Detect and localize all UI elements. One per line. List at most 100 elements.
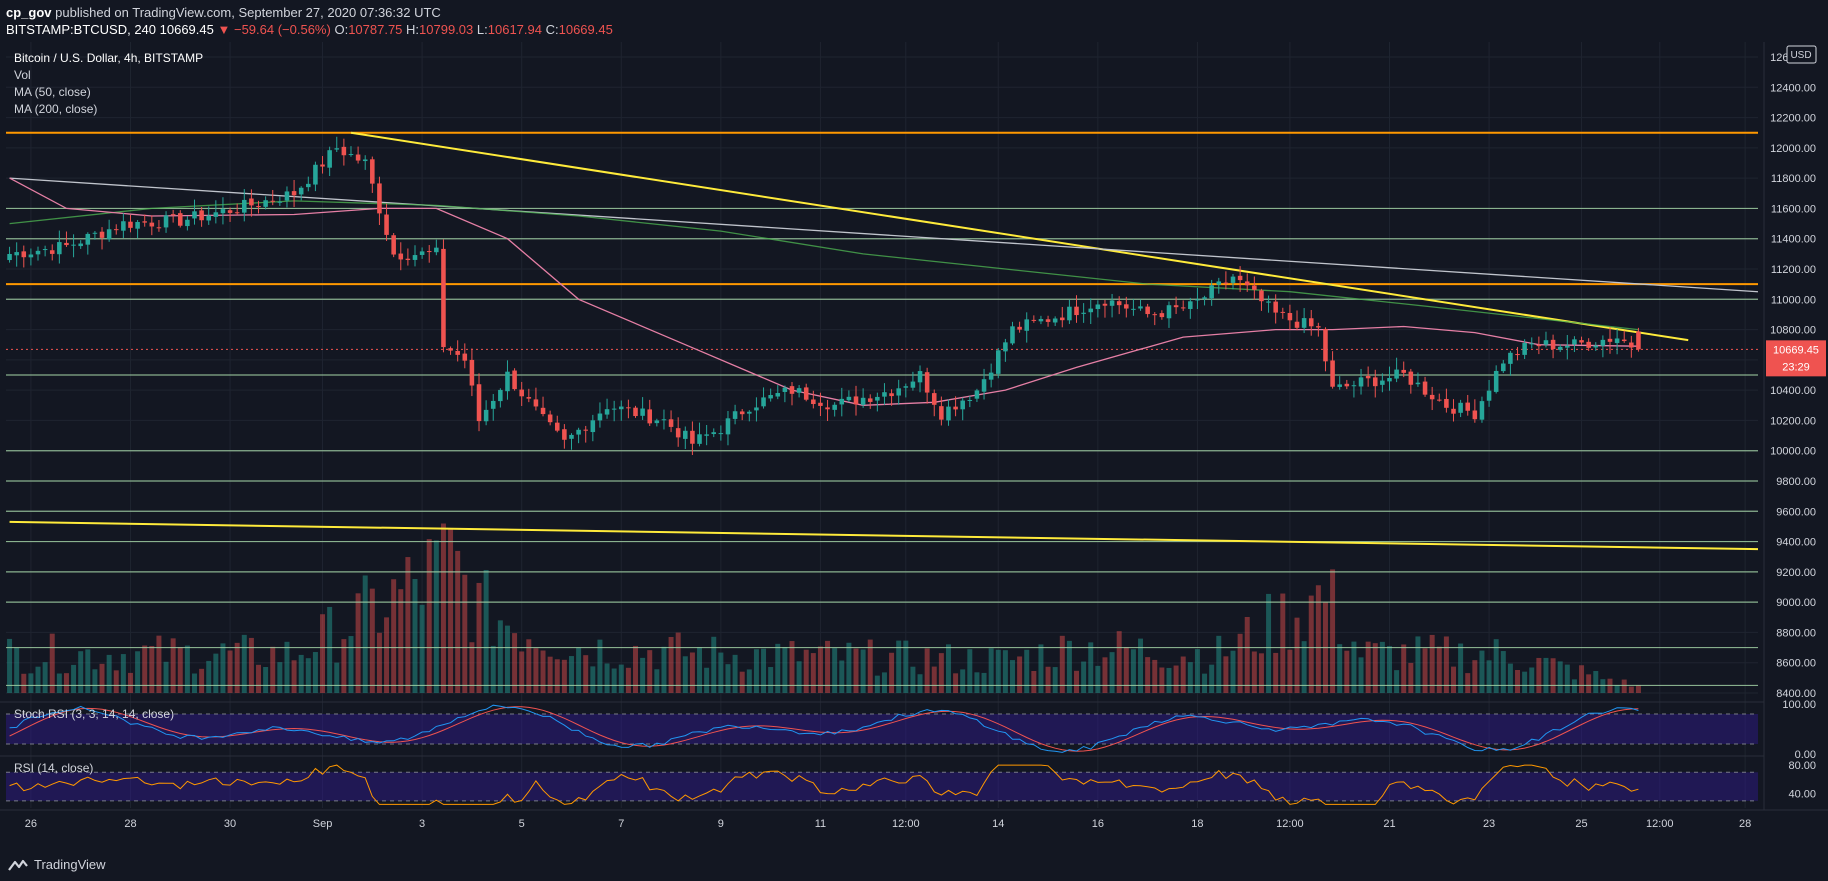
- rsi-tick-label: 80.00: [1788, 760, 1816, 772]
- volume-bar: [85, 649, 91, 693]
- volume-bar: [1515, 669, 1521, 693]
- volume-bar: [953, 673, 959, 693]
- stoch-tick-label: 0.00: [1795, 749, 1816, 761]
- volume-bar: [924, 648, 930, 693]
- candle: [1593, 345, 1599, 348]
- volume-bar: [1145, 657, 1151, 693]
- price-tick-label: 9400.00: [1776, 537, 1816, 549]
- high-value: 10799.03: [419, 22, 474, 37]
- rsi-label[interactable]: RSI (14, close): [14, 761, 94, 775]
- volume-bar: [241, 634, 247, 693]
- candle: [1621, 339, 1627, 342]
- time-tick-label: 30: [224, 818, 236, 830]
- volume-bar: [1358, 657, 1364, 693]
- candle: [306, 183, 311, 188]
- price-tick-label: 9800.00: [1776, 476, 1816, 488]
- candle: [526, 397, 532, 399]
- volume-bar: [817, 646, 823, 693]
- price-tick-label: 8400.00: [1776, 688, 1816, 700]
- candle: [483, 409, 489, 422]
- time-axis[interactable]: 26 28 30 Sep 3 5 7 9 11 12:00 14 16 18 12:00 21 23 25 12:…: [25, 818, 1751, 830]
- candle: [1145, 306, 1150, 315]
- candle: [1237, 275, 1243, 281]
- volume-bar: [1209, 664, 1215, 693]
- volume-bar: [1116, 631, 1122, 693]
- candle: [675, 428, 681, 438]
- volume-bar: [298, 654, 304, 693]
- volume-bar: [782, 647, 788, 693]
- candle: [163, 215, 169, 228]
- price-tick-label: 10000.00: [1770, 446, 1816, 458]
- volume-bar: [576, 647, 582, 693]
- volume-bar: [113, 670, 119, 693]
- candle: [1067, 306, 1072, 321]
- candle: [576, 429, 581, 435]
- candle: [946, 406, 951, 421]
- price-tick-label: 10400.00: [1770, 385, 1816, 397]
- brand-name: TradingView: [34, 857, 106, 872]
- volume-bar: [341, 639, 347, 693]
- volume-bar: [469, 642, 475, 693]
- volume-bar: [675, 632, 681, 693]
- volume-bar: [1593, 670, 1599, 693]
- legend-ma50[interactable]: MA (50, close): [14, 85, 91, 99]
- volume-bar: [1251, 651, 1257, 693]
- volume-bar: [1024, 649, 1030, 693]
- volume-bar: [618, 664, 624, 693]
- volume-bar: [1401, 644, 1407, 693]
- candle: [1437, 399, 1442, 401]
- candle: [1444, 398, 1449, 408]
- volume-bar: [199, 668, 205, 693]
- time-tick-label: 7: [618, 818, 624, 830]
- candle: [1052, 318, 1058, 323]
- volume-bar: [305, 658, 311, 693]
- legend-vol[interactable]: Vol: [14, 68, 31, 82]
- candle: [270, 200, 276, 202]
- volume-bar: [874, 675, 880, 693]
- legend-ma200[interactable]: MA (200, close): [14, 102, 98, 116]
- volume-bar: [1621, 679, 1627, 693]
- candle: [113, 229, 119, 231]
- volume-bar: [839, 660, 845, 693]
- candle: [1180, 307, 1186, 309]
- stoch-rsi-label[interactable]: Stoch RSI (3, 3, 14, 14, close): [14, 707, 175, 721]
- volume-bar: [1600, 679, 1606, 693]
- tradingview-logo[interactable]: TradingView: [8, 857, 106, 872]
- volume-bar: [1109, 652, 1115, 693]
- volume-bar: [974, 672, 980, 693]
- candle: [391, 235, 396, 255]
- volume-bar: [376, 632, 382, 693]
- candle: [811, 399, 816, 405]
- horizontal-levels[interactable]: [6, 131, 1758, 687]
- volume-bar: [320, 614, 326, 693]
- candle: [142, 221, 147, 223]
- candle: [35, 250, 41, 255]
- volume-bar: [1223, 656, 1229, 693]
- price-tick-label: 11600.00: [1771, 203, 1816, 215]
- volume-bar: [803, 649, 809, 693]
- stoch-k-line: [9, 704, 1639, 753]
- currency-box[interactable]: [1786, 45, 1817, 64]
- candle: [910, 381, 916, 388]
- candle: [412, 255, 418, 260]
- high-label: H:: [406, 22, 420, 37]
- candle: [917, 371, 923, 383]
- candle: [1259, 290, 1264, 302]
- chart-canvas[interactable]: 8400.00 8600.00 8800.00 9000.00 9200.00 9400.…: [0, 42, 1828, 852]
- volume-bar: [405, 557, 411, 693]
- candle: [718, 433, 724, 435]
- volume-bar: [1230, 650, 1236, 693]
- candle: [690, 430, 695, 444]
- candle: [1116, 301, 1122, 306]
- volume-bar: [348, 636, 354, 693]
- price-axis[interactable]: 8400.00 8600.00 8800.00 9000.00 9200.00 9400.…: [1766, 45, 1826, 801]
- volume-bar: [1002, 650, 1008, 693]
- volume-bar: [1344, 650, 1350, 693]
- volume-bar: [1152, 659, 1158, 693]
- candle: [633, 407, 638, 417]
- price-tick-label: 8600.00: [1776, 658, 1816, 670]
- volume-bar: [42, 662, 48, 693]
- volume-bar: [1138, 638, 1144, 693]
- volume-bar: [1102, 657, 1108, 693]
- publisher-user[interactable]: cp_gov: [6, 5, 52, 20]
